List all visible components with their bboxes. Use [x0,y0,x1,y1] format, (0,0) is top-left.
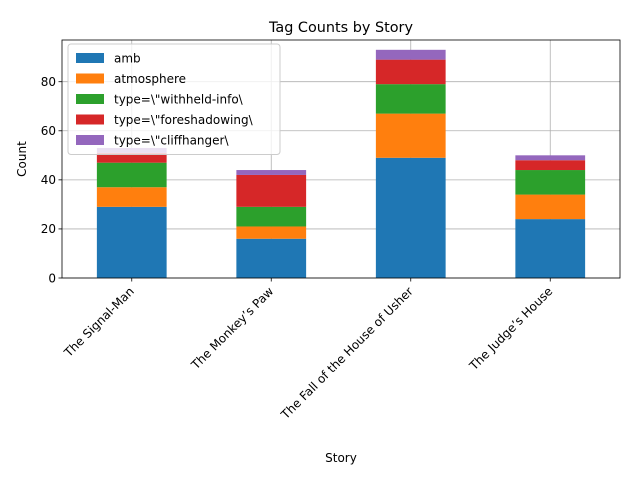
bar-segment [236,174,307,207]
bar-segment [236,170,307,175]
y-tick-label: 80 [41,75,56,89]
bar-segment [96,162,167,188]
bar-segment [375,49,446,60]
bar-segment [236,226,307,239]
chart-title: Tag Counts by Story [268,20,413,36]
bar-segment [375,84,446,114]
legend-label: type=\"cliffhanger\ [114,133,229,147]
bar-segment [375,113,446,158]
legend-swatch [76,73,104,84]
bar-segment [375,157,446,278]
y-tick-label: 40 [41,173,56,187]
bar-segment [515,194,586,220]
legend-swatch [76,94,104,104]
x-axis-title: Story [325,451,357,465]
legend: amb atmosphere type=\"withheld-info\ type=\… [67,43,281,155]
bar-segment [96,187,167,207]
legend-label: type=\"foreshadowing\ [114,113,254,127]
y-tick-label: 60 [41,124,56,138]
legend-label: atmosphere [114,72,186,86]
bar-segment [515,219,586,278]
legend-label: type=\"withheld-info\ [114,92,244,106]
y-tick-label: 20 [41,222,56,236]
legend-box [67,43,281,155]
bar-segment [236,238,307,278]
bar-segment [375,59,446,85]
legend-swatch [76,114,104,125]
bars [96,49,586,278]
bar-segment [96,206,167,278]
bar-segment [515,155,586,161]
y-tick-label: 0 [48,271,56,285]
bar-segment [96,152,167,163]
y-axis: 0 20 40 60 80 [41,75,62,285]
legend-swatch [76,135,104,145]
bar-segment [515,170,586,195]
bar-segment [515,160,586,171]
y-axis-title: Count [15,141,29,177]
legend-swatch [76,53,104,63]
legend-label: amb [114,51,141,65]
bar-segment [236,206,307,227]
plot-frame [61,39,621,279]
